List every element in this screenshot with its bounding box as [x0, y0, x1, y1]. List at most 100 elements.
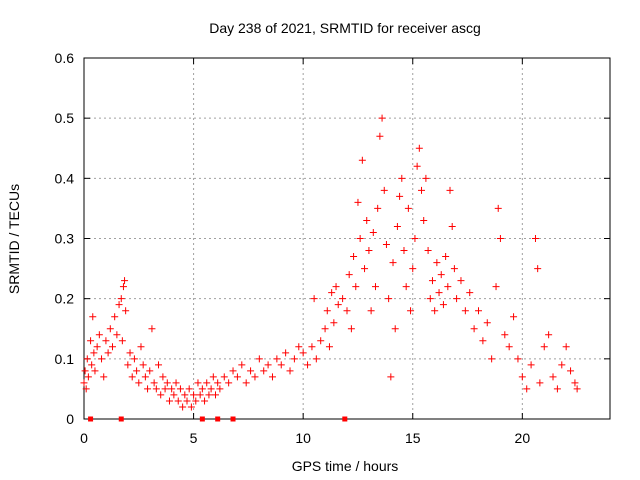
data-point: [133, 367, 141, 375]
data-point: [345, 271, 353, 279]
data-point: [135, 379, 143, 387]
data-point: [494, 204, 502, 212]
data-point: [277, 361, 285, 369]
data-point: [216, 385, 224, 393]
data-point: [350, 253, 358, 261]
data-point: [209, 373, 217, 381]
data-point: [330, 319, 338, 327]
data-point: [433, 259, 441, 267]
data-point: [128, 373, 136, 381]
data-point: [448, 222, 456, 230]
data-point: [95, 331, 103, 339]
data-point: [104, 349, 112, 357]
data-point: [225, 379, 233, 387]
data-point: [163, 379, 171, 387]
data-point: [382, 241, 390, 249]
data-point: [157, 391, 165, 399]
data-point: [212, 391, 219, 399]
data-point: [190, 391, 198, 399]
data-point: [426, 295, 434, 303]
data-point: [268, 373, 276, 381]
data-point: [124, 361, 132, 369]
data-point: [442, 253, 450, 261]
data-point: [84, 373, 92, 381]
y-tick-label: 0.5: [55, 110, 75, 126]
data-point: [141, 373, 149, 381]
data-point: [168, 385, 176, 393]
data-point: [393, 222, 401, 230]
zero-marker: [230, 416, 236, 422]
data-point: [466, 289, 474, 297]
data-point: [146, 367, 154, 375]
data-point: [148, 325, 156, 333]
data-point: [562, 343, 570, 351]
data-point: [304, 361, 312, 369]
data-point: [534, 265, 542, 273]
data-point: [159, 373, 167, 381]
data-point: [179, 403, 187, 411]
data-point: [439, 301, 447, 309]
data-point: [165, 397, 173, 405]
data-point: [531, 235, 539, 242]
data-point: [98, 355, 106, 363]
data-point: [176, 385, 184, 393]
data-point: [450, 265, 458, 273]
data-point: [369, 228, 377, 236]
data-point: [83, 355, 91, 363]
data-point: [501, 331, 509, 339]
data-point: [446, 186, 454, 194]
data-point: [496, 235, 504, 242]
data-point: [111, 313, 119, 321]
data-point: [365, 247, 373, 255]
data-point: [409, 265, 417, 273]
data-point: [510, 313, 518, 321]
data-point: [260, 367, 268, 375]
data-point: [137, 343, 145, 351]
data-point: [356, 235, 364, 242]
data-point: [144, 385, 152, 393]
data-point: [361, 265, 369, 273]
data-point: [194, 379, 202, 387]
data-point: [553, 385, 561, 393]
zero-marker: [88, 416, 94, 422]
data-point: [571, 379, 579, 387]
data-point: [264, 361, 272, 369]
data-point: [139, 361, 147, 369]
data-point: [391, 325, 399, 333]
data-point: [523, 385, 531, 393]
data-point: [545, 331, 553, 339]
data-point: [150, 379, 158, 387]
data-point: [80, 379, 88, 387]
data-point: [106, 325, 114, 333]
y-tick-label: 0.1: [55, 351, 75, 367]
data-point: [201, 397, 209, 405]
data-point: [282, 349, 290, 357]
data-point: [488, 355, 496, 363]
data-point: [374, 204, 382, 212]
data-point: [90, 349, 98, 357]
data-point: [396, 192, 404, 200]
data-point: [102, 337, 110, 345]
data-point: [187, 403, 195, 411]
data-point: [93, 343, 101, 351]
data-point: [126, 349, 134, 357]
data-point: [387, 373, 395, 381]
data-point: [155, 361, 163, 369]
data-point: [198, 385, 206, 393]
data-point: [385, 295, 393, 303]
data-point: [453, 295, 461, 303]
data-point: [247, 367, 255, 375]
data-point: [119, 283, 127, 291]
data-point: [479, 337, 487, 345]
data-point: [117, 295, 125, 303]
data-point: [295, 343, 303, 351]
data-point: [415, 144, 423, 152]
data-point: [558, 361, 566, 369]
zero-marker: [215, 416, 221, 422]
data-point: [118, 337, 126, 345]
data-point: [407, 307, 415, 315]
data-point: [196, 391, 204, 399]
data-point: [371, 283, 379, 291]
data-point: [354, 198, 362, 206]
